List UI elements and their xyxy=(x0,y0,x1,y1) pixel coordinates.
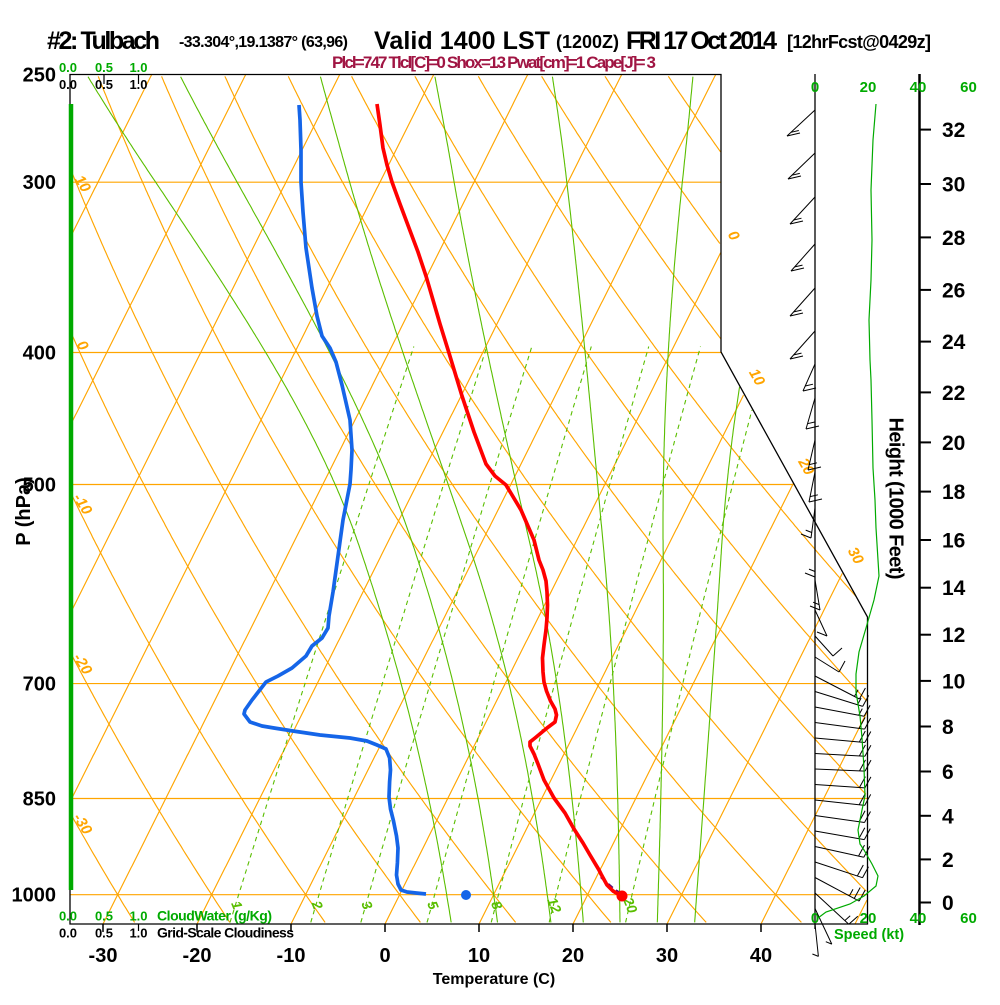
svg-text:40: 40 xyxy=(910,79,927,96)
svg-text:P (hPa): P (hPa) xyxy=(13,477,35,546)
svg-text:850: 850 xyxy=(23,789,56,811)
svg-text:[12hrFcst@0429z]: [12hrFcst@0429z] xyxy=(787,32,931,52)
svg-text:#2: Tulbach: #2: Tulbach xyxy=(47,27,160,55)
svg-text:30: 30 xyxy=(844,544,867,568)
svg-text:0: 0 xyxy=(942,892,954,915)
svg-text:28: 28 xyxy=(942,227,966,250)
svg-text:0.5: 0.5 xyxy=(95,77,113,92)
svg-text:0.0: 0.0 xyxy=(59,60,77,75)
svg-text:40: 40 xyxy=(910,910,927,927)
svg-text:700: 700 xyxy=(23,674,56,696)
svg-text:16: 16 xyxy=(942,530,965,553)
svg-text:0: 0 xyxy=(811,910,819,927)
svg-text:1.0: 1.0 xyxy=(129,60,147,75)
svg-text:2: 2 xyxy=(942,849,954,872)
svg-text:-20: -20 xyxy=(183,945,212,967)
svg-text:12: 12 xyxy=(544,895,565,916)
svg-text:0.0: 0.0 xyxy=(59,909,77,924)
svg-text:20: 20 xyxy=(860,79,877,96)
svg-text:60: 60 xyxy=(960,910,977,927)
svg-text:Height (1000 Feet): Height (1000 Feet) xyxy=(885,418,907,580)
svg-text:1.0: 1.0 xyxy=(129,926,147,941)
svg-text:8: 8 xyxy=(942,716,954,739)
svg-text:400: 400 xyxy=(23,343,56,365)
svg-text:20: 20 xyxy=(860,910,877,927)
svg-text:-33.304°,19.1387° (63,96): -33.304°,19.1387° (63,96) xyxy=(179,34,348,51)
svg-text:10: 10 xyxy=(468,945,490,967)
svg-text:Grid-Scale Cloudiness: Grid-Scale Cloudiness xyxy=(157,925,294,941)
svg-text:20: 20 xyxy=(562,945,584,967)
svg-text:1.0: 1.0 xyxy=(129,77,147,92)
svg-text:1000: 1000 xyxy=(12,885,57,907)
svg-text:0.0: 0.0 xyxy=(59,77,77,92)
svg-text:0.5: 0.5 xyxy=(95,909,113,924)
svg-text:6: 6 xyxy=(942,761,954,784)
svg-text:-10: -10 xyxy=(277,945,306,967)
svg-text:0: 0 xyxy=(379,945,390,967)
svg-text:250: 250 xyxy=(23,64,56,86)
svg-text:300: 300 xyxy=(23,172,56,194)
svg-text:Speed (kt): Speed (kt) xyxy=(834,927,904,943)
svg-text:0.0: 0.0 xyxy=(59,926,77,941)
svg-text:14: 14 xyxy=(942,577,966,600)
svg-text:20: 20 xyxy=(794,454,818,478)
svg-text:0.5: 0.5 xyxy=(95,926,113,941)
svg-text:0: 0 xyxy=(811,79,819,96)
svg-text:18: 18 xyxy=(942,481,966,504)
svg-text:Plcl=747 Tlcl[C]=0 Shox=13 Pwa: Plcl=747 Tlcl[C]=0 Shox=13 Pwat[cm]=1 Ca… xyxy=(332,53,656,72)
svg-text:Valid 1400 LST: Valid 1400 LST xyxy=(374,27,550,55)
svg-text:32: 32 xyxy=(942,119,965,142)
svg-text:26: 26 xyxy=(942,279,965,302)
svg-text:12: 12 xyxy=(942,624,965,647)
svg-text:-30: -30 xyxy=(89,945,118,967)
svg-text:(1200Z): (1200Z) xyxy=(556,32,619,52)
svg-text:30: 30 xyxy=(656,945,678,967)
svg-text:1.0: 1.0 xyxy=(129,909,147,924)
svg-text:Temperature (C): Temperature (C) xyxy=(433,971,555,988)
svg-text:24: 24 xyxy=(942,331,966,354)
svg-text:4: 4 xyxy=(942,805,954,828)
svg-text:20: 20 xyxy=(942,432,965,455)
svg-text:10: 10 xyxy=(745,366,768,390)
svg-text:10: 10 xyxy=(942,670,965,693)
svg-text:30: 30 xyxy=(942,174,965,197)
svg-text:0.5: 0.5 xyxy=(95,60,113,75)
svg-text:FRI 17 Oct 2014: FRI 17 Oct 2014 xyxy=(626,27,777,55)
svg-text:500: 500 xyxy=(23,475,56,497)
svg-text:CloudWater (g/Kg): CloudWater (g/Kg) xyxy=(157,908,272,924)
svg-text:60: 60 xyxy=(960,79,977,96)
svg-text:22: 22 xyxy=(942,382,965,405)
svg-text:40: 40 xyxy=(750,945,772,967)
